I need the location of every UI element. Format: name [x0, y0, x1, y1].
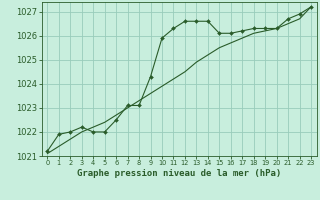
X-axis label: Graphe pression niveau de la mer (hPa): Graphe pression niveau de la mer (hPa) [77, 169, 281, 178]
